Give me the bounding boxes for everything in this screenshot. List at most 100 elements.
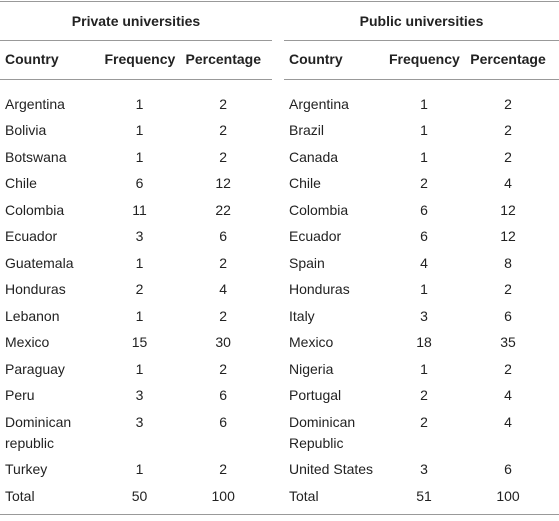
table-cell: 1 <box>420 360 428 377</box>
table-cell: Portugal <box>289 387 342 404</box>
table-cell: 3 <box>135 387 144 404</box>
table-cell: 18 <box>416 334 432 351</box>
table-cell: Bolivia <box>5 122 47 139</box>
table-row: Mexico 15 30 <box>0 330 272 357</box>
group-title: Private universities <box>71 13 201 29</box>
table-cell: 2 <box>420 413 428 430</box>
table-cell: Colombia <box>289 201 349 218</box>
table-cell: Paraguay <box>5 360 65 377</box>
table-cell: Mexico <box>289 334 334 351</box>
rule <box>284 40 559 41</box>
table-row: Colombia 11 22 <box>0 197 272 224</box>
table-cell: 6 <box>504 307 512 324</box>
table-cell: 6 <box>420 228 428 245</box>
table-cell: Chile <box>289 175 321 192</box>
table-group: Public universities Country Frequency Perce… <box>284 0 559 521</box>
table-cell: 2 <box>219 148 228 165</box>
table-cell: 1 <box>420 148 428 165</box>
table-row: Mexico 18 35 <box>284 330 559 357</box>
table-row: United States 3 6 <box>284 457 559 484</box>
table-row: Paraguay 1 2 <box>0 356 272 383</box>
table-cell: 4 <box>504 413 512 430</box>
table-cell: 12 <box>500 201 516 218</box>
table-cell: 4 <box>420 254 428 271</box>
table-cell: 11 <box>132 201 147 218</box>
table-cell: 100 <box>496 487 520 504</box>
table-cell: Turkey <box>5 461 48 478</box>
table-cell: Peru <box>5 387 35 404</box>
table-cell: Guatemala <box>5 254 74 271</box>
table-cell: 12 <box>500 228 516 245</box>
table-cell: 4 <box>504 387 512 404</box>
table-cell: 100 <box>211 487 235 504</box>
table-cell: 4 <box>504 175 512 192</box>
table-row: Portugal 2 4 <box>284 383 559 410</box>
table-cell: 2 <box>504 281 512 298</box>
table-cell: 1 <box>135 148 144 165</box>
table-cell: Honduras <box>289 281 350 298</box>
group-title: Public universities <box>359 13 484 29</box>
column-header: Country <box>5 51 59 67</box>
table-row: Dominican Republic 2 4 <box>284 409 559 457</box>
table-row: Ecuador 6 12 <box>284 224 559 251</box>
table-cell: 2 <box>219 254 228 271</box>
table-cell: Ecuador <box>5 228 58 245</box>
table-cell: Canada <box>289 148 339 165</box>
table-cell: Argentina <box>5 95 65 112</box>
table-cell: Brazil <box>289 122 325 139</box>
table-group: Private universities Country Frequency Perc… <box>0 0 272 521</box>
column-header: Country <box>289 51 343 67</box>
table-cell: Total <box>5 487 35 504</box>
table-row: Botswana 1 2 <box>0 144 272 171</box>
table-row: Honduras 2 4 <box>0 277 272 304</box>
table-cell: 1 <box>135 360 144 377</box>
header-row: Country Frequency Percentage <box>0 49 272 70</box>
table-cell: Italy <box>289 307 315 324</box>
table-cell: 6 <box>219 228 228 245</box>
table-cell: 2 <box>420 387 428 404</box>
table-row: Lebanon 1 2 <box>0 303 272 330</box>
table-row: Argentina 1 2 <box>0 91 272 118</box>
table-cell: 1 <box>135 122 144 139</box>
table-body: Argentina 1 2 Bolivia 1 2 Botswana 1 2 Chile 6 12 Co… <box>0 91 272 510</box>
table-body: Argentina 1 2 Brazil 1 2 Canada 1 2 Chile 2 4 Colomb… <box>284 91 559 510</box>
table-cell: Botswana <box>5 148 67 165</box>
table-cell: Colombia <box>5 201 65 218</box>
table-cell: 2 <box>504 122 512 139</box>
table-cell: 1 <box>135 95 144 112</box>
table-cell: 1 <box>135 461 144 478</box>
table-cell: 15 <box>131 334 148 351</box>
table-cell: Total <box>289 487 319 504</box>
table-cell: 8 <box>504 254 512 271</box>
table-cell: 3 <box>420 307 428 324</box>
table-row: Total 51 100 <box>284 483 559 510</box>
table-cell: 3 <box>135 228 144 245</box>
column-header: Percentage <box>470 51 546 67</box>
table-cell: 2 <box>504 148 512 165</box>
table-cell: 2 <box>219 461 228 478</box>
table-cell: 4 <box>219 281 228 298</box>
table-row: Spain 4 8 <box>284 250 559 277</box>
table-cell: 6 <box>504 461 512 478</box>
table-cell: Mexico <box>5 334 50 351</box>
table-cell: Spain <box>289 254 325 271</box>
rule <box>0 1 559 2</box>
table-row: Brazil 1 2 <box>284 118 559 145</box>
table-cell: Ecuador <box>289 228 342 245</box>
table-cell: Dominican republic <box>5 413 72 451</box>
column-header: Frequency <box>104 51 176 67</box>
table-cell: 50 <box>131 487 148 504</box>
rule <box>0 514 559 515</box>
table-cell: 30 <box>215 334 231 351</box>
table-cell: 1 <box>135 254 144 271</box>
table-cell: 2 <box>219 95 228 112</box>
table-row: Total 50 100 <box>0 483 272 510</box>
table-row: Nigeria 1 2 <box>284 356 559 383</box>
table-cell: 6 <box>420 201 428 218</box>
table-cell: 1 <box>420 281 428 298</box>
table-row: Canada 1 2 <box>284 144 559 171</box>
table-cell: 6 <box>219 413 228 430</box>
table-cell: United States <box>289 461 374 478</box>
header-row: Country Frequency Percentage <box>284 49 559 70</box>
